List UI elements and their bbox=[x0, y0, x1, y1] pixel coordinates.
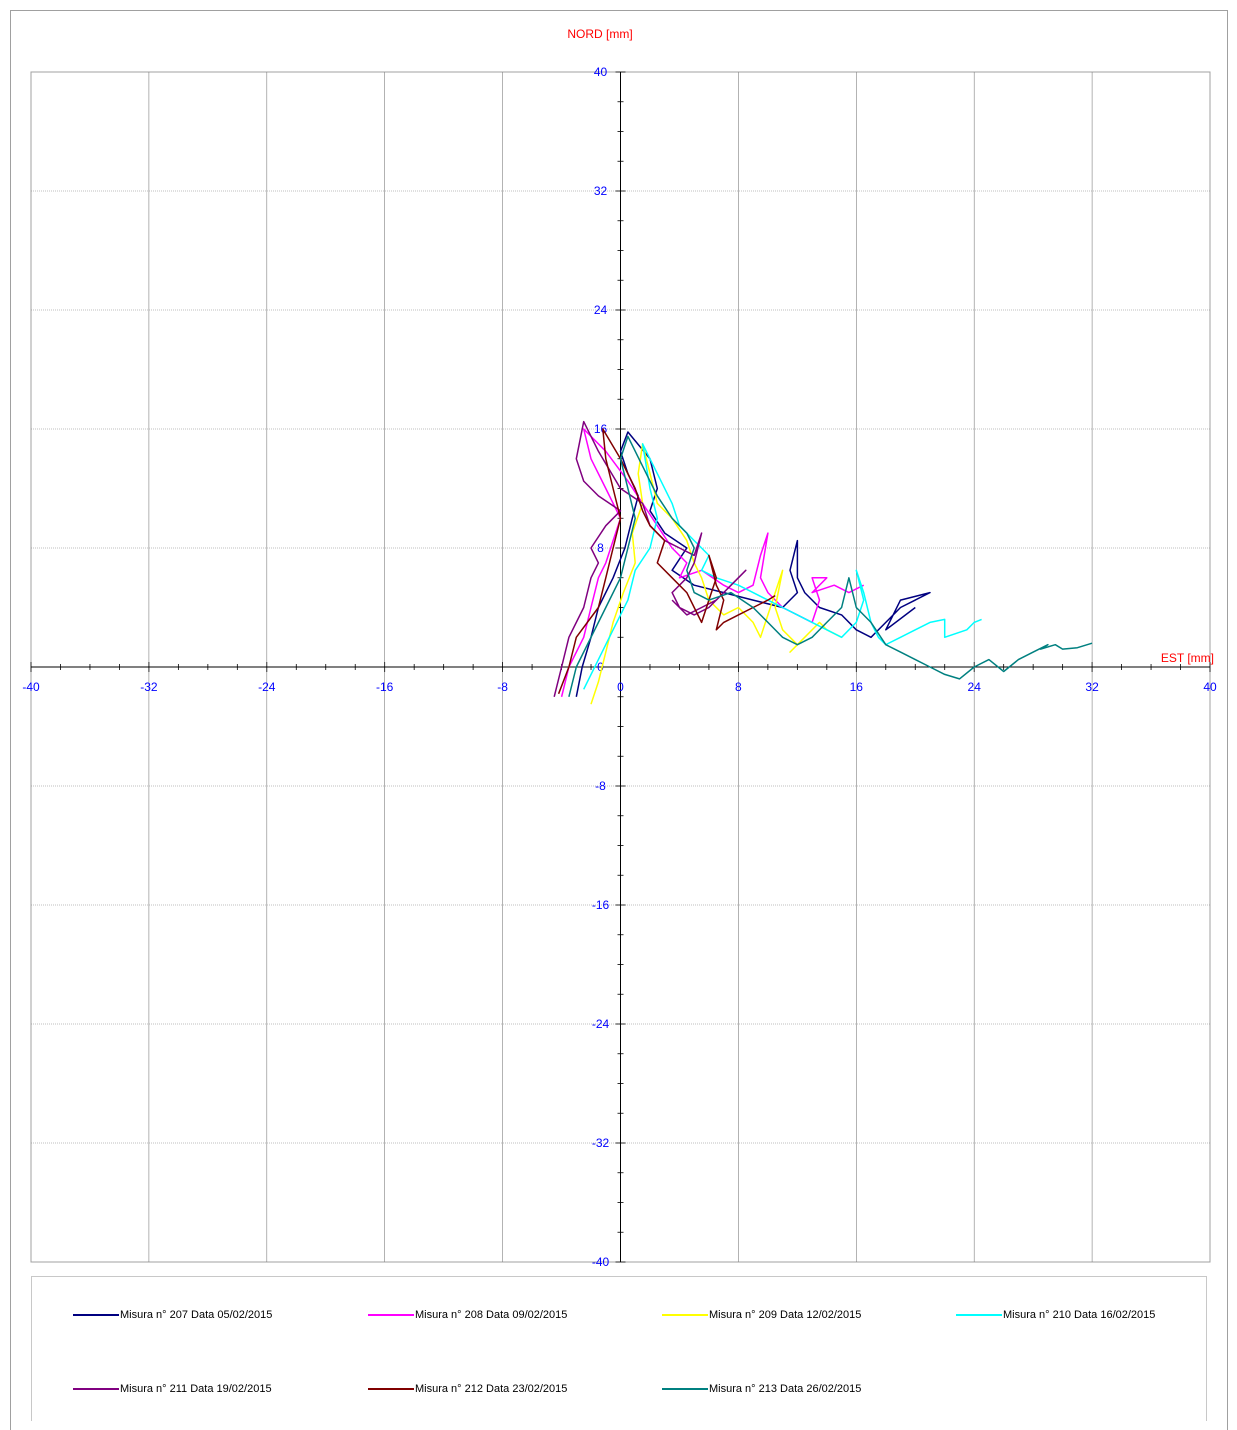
y-tick-label: -40 bbox=[592, 1255, 610, 1269]
legend-item: Misura n° 210 Data 16/02/2015 bbox=[956, 1307, 1155, 1323]
legend-item: Misura n° 212 Data 23/02/2015 bbox=[368, 1381, 567, 1397]
x-tick-label: -32 bbox=[140, 680, 158, 694]
legend-item: Misura n° 207 Data 05/02/2015 bbox=[73, 1307, 272, 1323]
y-tick-label: 40 bbox=[594, 65, 608, 79]
y-tick-label: 32 bbox=[594, 184, 608, 198]
y-tick-label: -16 bbox=[592, 898, 610, 912]
legend-label: Misura n° 208 Data 09/02/2015 bbox=[415, 1309, 568, 1321]
series-lines bbox=[553, 420, 1093, 705]
legend-label: Misura n° 213 Data 26/02/2015 bbox=[709, 1383, 862, 1395]
x-tick-label: 0 bbox=[617, 680, 624, 694]
x-tick-label: 16 bbox=[850, 680, 864, 694]
legend-swatch bbox=[73, 1314, 119, 1316]
x-tick-label: -40 bbox=[22, 680, 40, 694]
y-tick-label: -24 bbox=[592, 1017, 610, 1031]
legend: Misura n° 207 Data 05/02/2015 Misura n° 2… bbox=[31, 1276, 1207, 1421]
legend-swatch bbox=[368, 1314, 414, 1316]
x-axis-label: EST [mm] bbox=[1161, 651, 1214, 665]
chart-frame bbox=[10, 10, 1228, 1430]
legend-swatch bbox=[73, 1388, 119, 1390]
series-line-6 bbox=[557, 428, 776, 695]
x-tick-label: -16 bbox=[376, 680, 394, 694]
series-line-4 bbox=[583, 443, 982, 690]
series-line-7 bbox=[568, 435, 1093, 697]
y-tick-label: 8 bbox=[597, 541, 604, 555]
y-tick-label: 24 bbox=[594, 303, 608, 317]
legend-swatch bbox=[662, 1314, 708, 1316]
legend-label: Misura n° 212 Data 23/02/2015 bbox=[415, 1383, 568, 1395]
x-tick-label: 40 bbox=[1203, 680, 1217, 694]
legend-label: Misura n° 207 Data 05/02/2015 bbox=[120, 1309, 273, 1321]
legend-item: Misura n° 209 Data 12/02/2015 bbox=[662, 1307, 861, 1323]
legend-swatch bbox=[956, 1314, 1002, 1316]
legend-label: Misura n° 210 Data 16/02/2015 bbox=[1003, 1309, 1156, 1321]
legend-item: Misura n° 211 Data 19/02/2015 bbox=[73, 1381, 272, 1397]
series-line-1 bbox=[575, 431, 931, 697]
x-tick-label: 32 bbox=[1085, 680, 1099, 694]
y-tick-label: 0 bbox=[597, 660, 604, 674]
x-tick-label: -8 bbox=[497, 680, 508, 694]
legend-label: Misura n° 211 Data 19/02/2015 bbox=[120, 1383, 272, 1395]
series-line-2 bbox=[560, 428, 865, 697]
x-tick-label: 24 bbox=[968, 680, 982, 694]
x-tick-label: 8 bbox=[735, 680, 742, 694]
legend-item: Misura n° 213 Data 26/02/2015 bbox=[662, 1381, 861, 1397]
y-axis-label: NORD [mm] bbox=[567, 27, 632, 41]
x-tick-labels: -40 -32 -24 -16 -8 0 8 16 24 32 40 bbox=[22, 680, 1217, 694]
legend-swatch bbox=[662, 1388, 708, 1390]
legend-item: Misura n° 208 Data 09/02/2015 bbox=[368, 1307, 567, 1323]
y-tick-label: -32 bbox=[592, 1136, 610, 1150]
legend-swatch bbox=[368, 1388, 414, 1390]
legend-label: Misura n° 209 Data 12/02/2015 bbox=[709, 1309, 862, 1321]
series-line-3 bbox=[590, 443, 842, 705]
y-tick-label: -8 bbox=[595, 779, 606, 793]
x-tick-label: -24 bbox=[258, 680, 276, 694]
